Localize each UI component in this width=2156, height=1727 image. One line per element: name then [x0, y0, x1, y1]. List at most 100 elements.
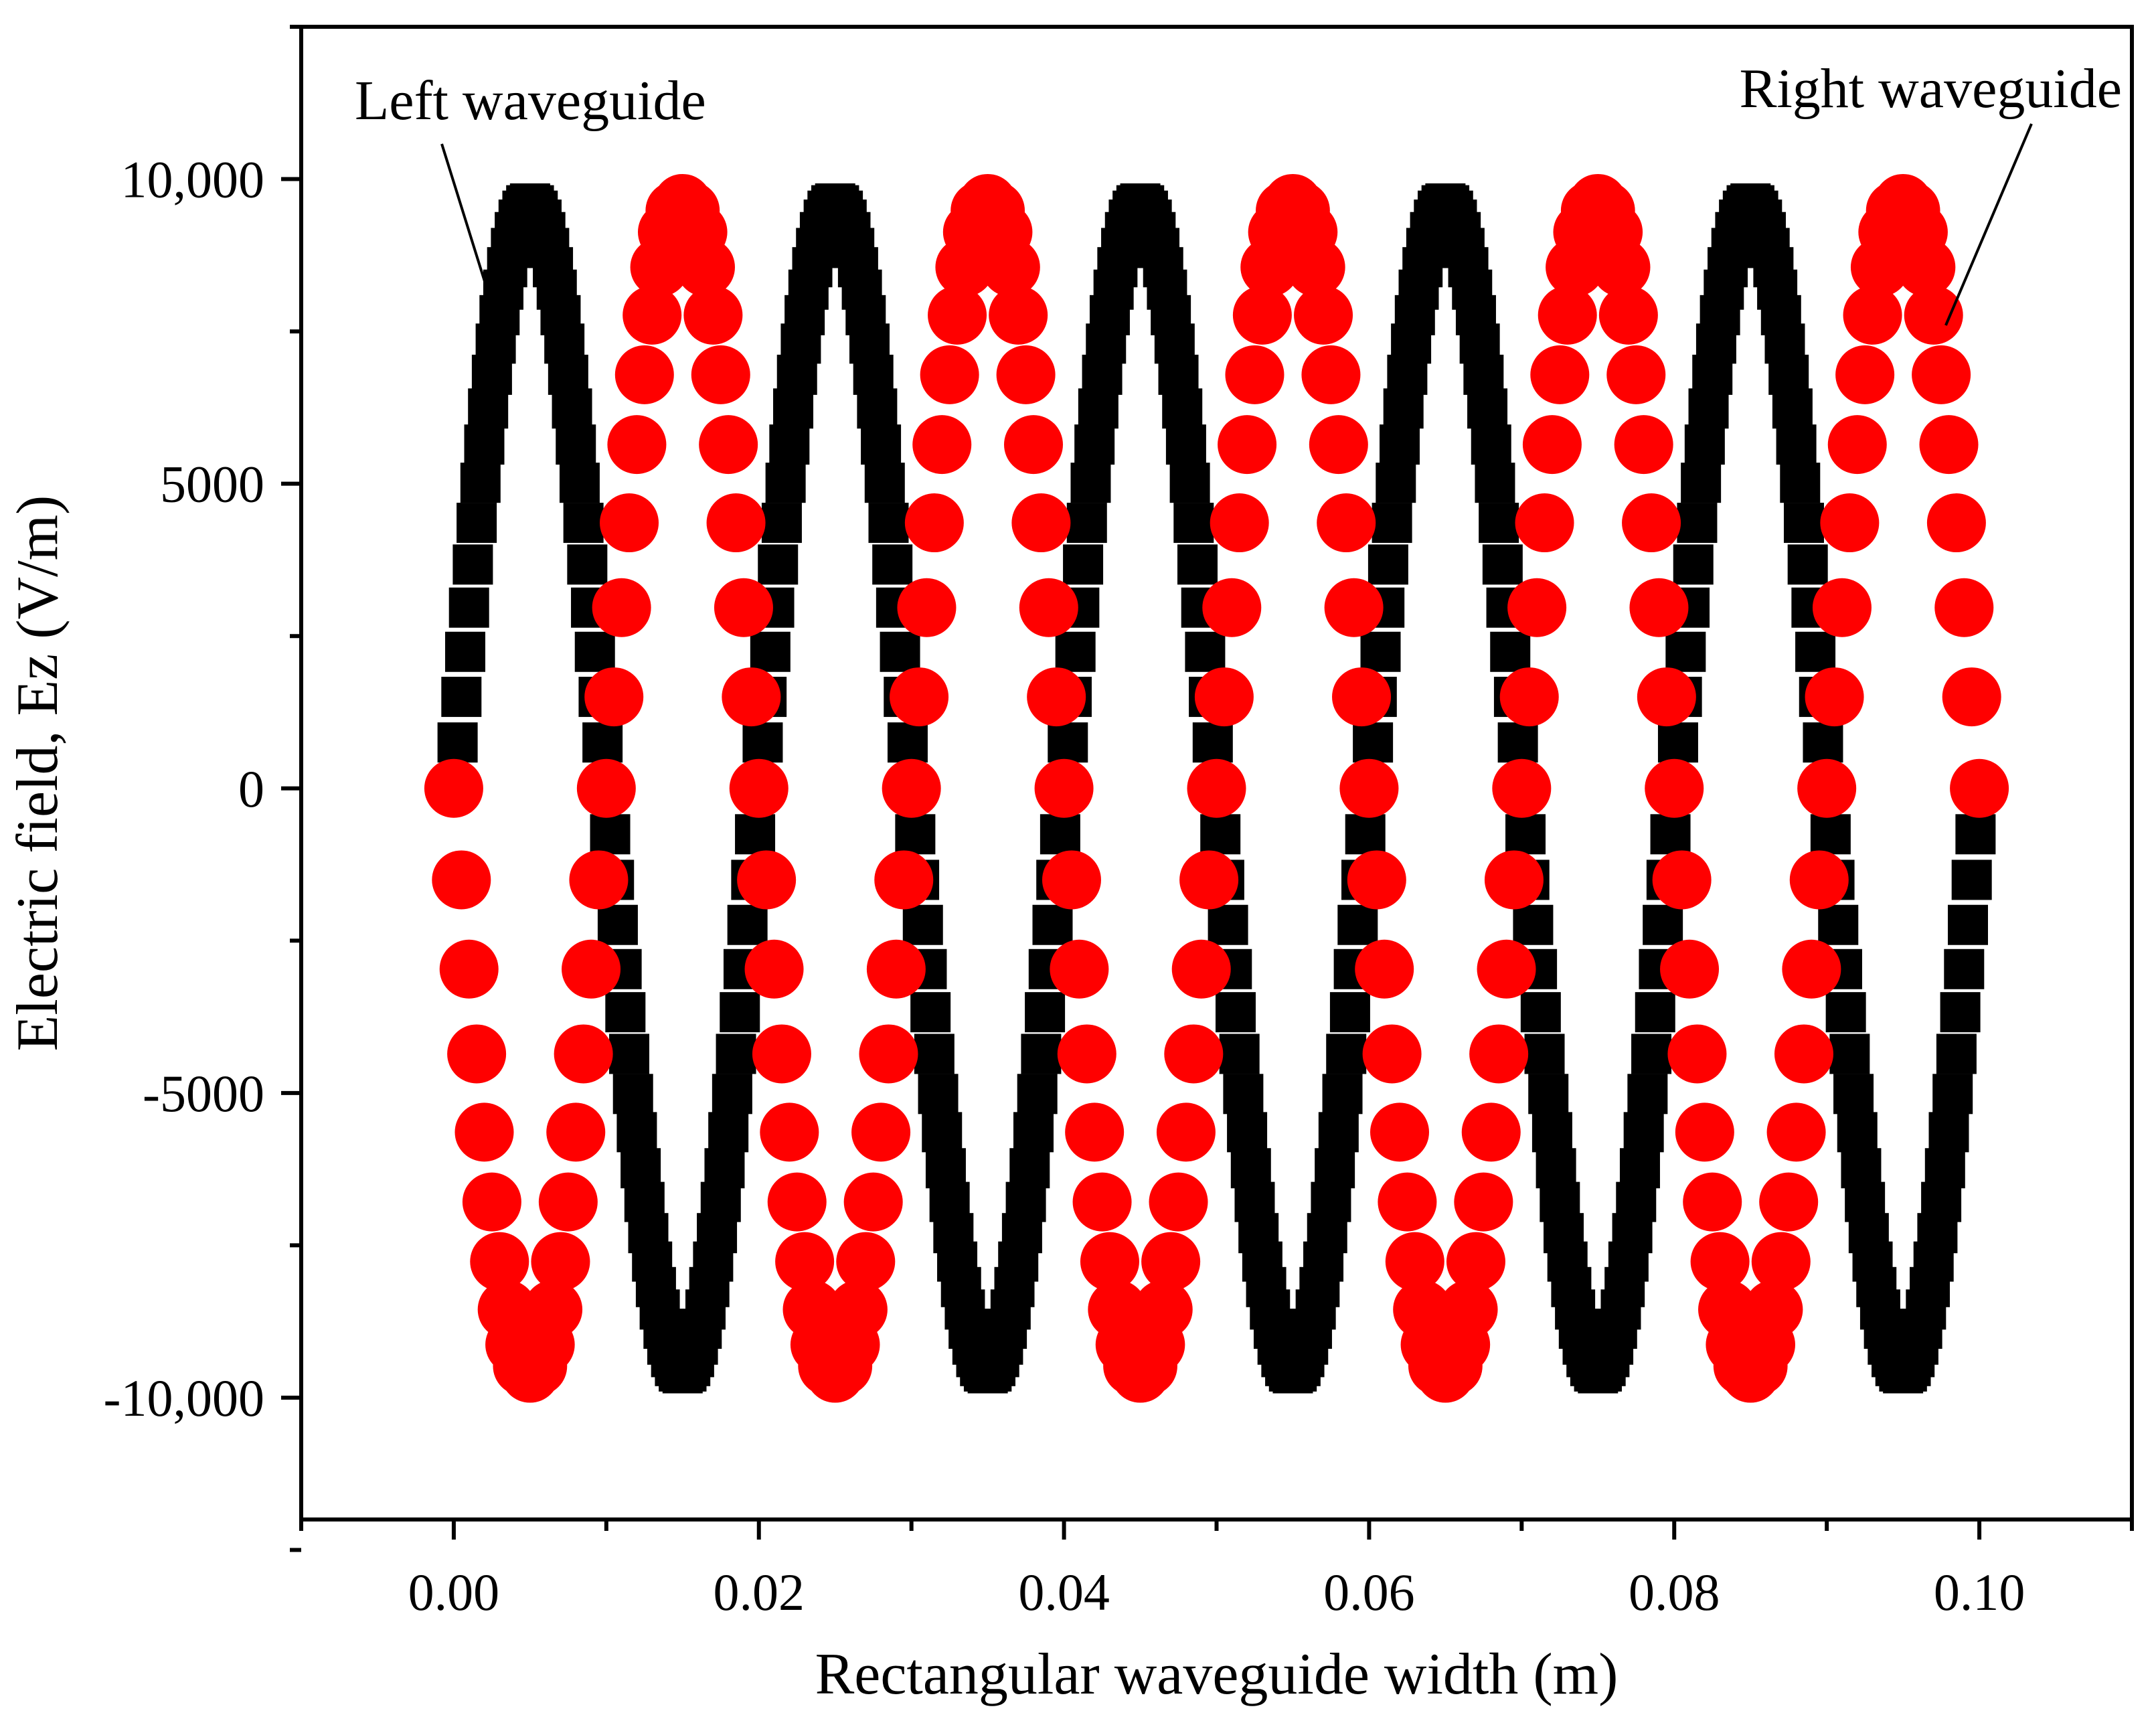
- data-point: [714, 578, 773, 637]
- data-point: [1787, 544, 1828, 585]
- data-point: [1210, 493, 1269, 553]
- data-point: [868, 503, 909, 544]
- data-point: [432, 850, 491, 910]
- x-tick-label: 0.00: [408, 1563, 500, 1621]
- data-point: [1803, 722, 1843, 763]
- data-point: [1066, 503, 1107, 544]
- data-point: [1187, 758, 1246, 818]
- data-point: [1471, 424, 1511, 465]
- data-point: [1347, 850, 1406, 910]
- data-point: [1780, 463, 1821, 503]
- data-point: [1149, 1172, 1208, 1232]
- data-point: [1623, 1112, 1664, 1153]
- data-point: [1219, 1034, 1260, 1074]
- data-point: [872, 544, 913, 585]
- data-point: [836, 1232, 896, 1291]
- data-point: [1928, 1112, 1969, 1153]
- data-point: [1173, 503, 1214, 544]
- data-point: [1032, 904, 1073, 945]
- data-point: [750, 631, 791, 672]
- data-point: [1215, 992, 1256, 1033]
- data-point: [1326, 1034, 1367, 1074]
- data-point: [843, 1172, 903, 1232]
- data-point: [918, 1074, 959, 1115]
- data-point: [729, 758, 789, 818]
- data-point: [1050, 939, 1109, 999]
- data-point: [597, 904, 638, 945]
- data-point: [1825, 992, 1866, 1033]
- data-point: [1677, 503, 1718, 544]
- data-point: [1477, 939, 1536, 999]
- y-tick-label: -10,000: [104, 1369, 264, 1427]
- data-point: [1367, 544, 1408, 585]
- data-point: [1370, 1102, 1429, 1162]
- data-point: [1378, 1172, 1437, 1232]
- data-point: [439, 939, 499, 999]
- data-point: [735, 814, 776, 855]
- data-point: [1329, 992, 1370, 1033]
- data-point: [1025, 992, 1066, 1033]
- data-point: [859, 1024, 918, 1084]
- data-point: [1185, 631, 1226, 672]
- data-point: [454, 1102, 514, 1162]
- data-point: [1065, 1102, 1125, 1162]
- data-point: [761, 503, 802, 544]
- data-point: [866, 939, 926, 999]
- data-point: [447, 1024, 507, 1084]
- data-point: [457, 503, 497, 544]
- data-point: [1820, 493, 1880, 553]
- data-point: [1009, 1148, 1050, 1189]
- data-point: [895, 814, 936, 855]
- data-point: [704, 1148, 745, 1189]
- data-point: [706, 493, 766, 553]
- data-point: [737, 850, 797, 910]
- data-point: [675, 238, 735, 297]
- data-point: [996, 345, 1056, 404]
- y-tick-label: 0: [238, 760, 264, 818]
- data-point: [1942, 667, 2001, 727]
- data-point: [1837, 1112, 1878, 1153]
- data-point: [912, 415, 972, 475]
- data-point: [1385, 1232, 1444, 1291]
- data-point: [1309, 415, 1368, 475]
- data-point: [1318, 1112, 1359, 1153]
- data-point: [880, 631, 920, 672]
- data-point: [1171, 939, 1231, 999]
- data-point: [767, 1172, 827, 1232]
- data-point: [1202, 578, 1262, 637]
- data-point: [1482, 544, 1523, 585]
- data-point: [828, 1280, 888, 1339]
- x-tick-label: 0.04: [1018, 1563, 1110, 1621]
- data-point: [1829, 1034, 1870, 1074]
- data-point: [1315, 1148, 1355, 1189]
- data-point: [1232, 285, 1292, 345]
- data-point: [920, 345, 979, 404]
- data-point: [448, 587, 489, 628]
- x-tick-label: 0.10: [1934, 1563, 2025, 1621]
- data-point: [1645, 758, 1704, 818]
- data-point: [1042, 850, 1101, 910]
- data-point: [1744, 1280, 1803, 1339]
- y-tick-label: -5000: [143, 1064, 264, 1123]
- data-point: [765, 463, 806, 503]
- data-point: [1766, 1102, 1826, 1162]
- data-point: [614, 345, 674, 404]
- data-point: [752, 1024, 811, 1084]
- data-point: [861, 424, 902, 465]
- data-point: [470, 1232, 529, 1291]
- data-point: [925, 1148, 966, 1189]
- data-point: [1072, 1172, 1132, 1232]
- data-point: [1179, 850, 1239, 910]
- data-point: [712, 1074, 752, 1115]
- data-point: [1324, 578, 1384, 637]
- data-point: [562, 939, 621, 999]
- data-point: [1622, 493, 1681, 553]
- data-point: [1311, 1181, 1351, 1222]
- data-point: [1499, 667, 1559, 727]
- data-point: [1490, 631, 1531, 672]
- data-point: [1192, 722, 1233, 763]
- data-point: [582, 722, 623, 763]
- data-point: [1629, 578, 1689, 637]
- data-point: [1515, 493, 1574, 553]
- data-point: [904, 493, 964, 553]
